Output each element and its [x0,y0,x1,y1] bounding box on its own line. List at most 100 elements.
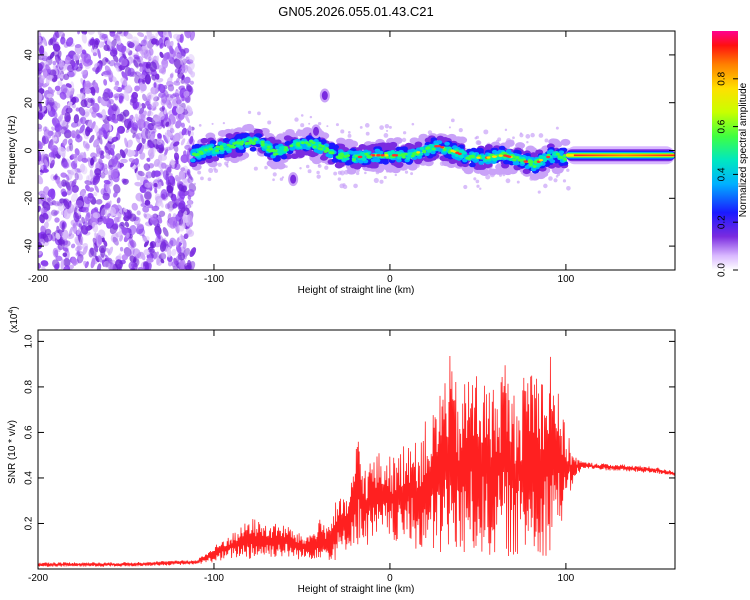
noise-blob [120,58,128,67]
snr-x-tick-label: -100 [204,573,224,584]
ridge-blob [542,158,547,163]
noise-blob [164,132,170,143]
noise-blob [183,96,189,102]
ridge-blob [548,149,554,154]
noise-blob [64,56,71,65]
spectrogram-x-tick-label: -100 [204,274,224,285]
scatter-dot [383,175,387,179]
noise-blob [180,167,186,172]
noise-blob [147,141,154,149]
ridge-blob [296,143,301,147]
noise-blob [54,173,58,180]
noise-blob [153,158,160,167]
ridge-blob [190,158,196,163]
noise-blob [136,210,141,216]
noise-blob [83,53,92,64]
noise-blob [143,120,151,131]
noise-blob [180,64,187,70]
ridge-blob [225,133,234,139]
noise-blob [150,214,157,221]
noise-blob [113,216,120,223]
noise-blob [66,186,73,196]
noise-blob [74,148,80,156]
ridge-blob [502,168,513,176]
noise-blob [54,217,60,223]
noise-blob [138,82,147,92]
noise-blob [144,264,149,270]
ridge-blob [215,145,220,149]
ridge-blob [360,151,365,156]
ridge-blob [374,148,381,153]
noise-blob [156,138,163,146]
noise-blob [183,76,191,84]
ridge-blob [255,133,263,139]
noise-blob [43,221,49,229]
noise-blob [89,134,95,144]
noise-blob [72,223,78,235]
snr-x-label: Height of straight line (km) [298,584,415,595]
noise-blob [131,263,135,268]
snr-multiplier-close: ) [9,306,20,309]
ridge-blob [229,145,234,149]
ridge-blob [361,157,367,161]
noise-blob [186,200,193,209]
noise-blob [51,108,58,118]
noise-blob [38,174,44,185]
ridge-blob [244,123,255,131]
noise-blob [180,78,186,84]
scatter-dot [339,170,345,176]
noise-blob [51,126,55,131]
scatter-dot [383,133,389,138]
noise-blob [112,76,117,83]
scatter-dot [335,123,339,127]
noise-blob [178,260,185,270]
scatter-dot [247,110,252,115]
noise-blob [109,114,117,123]
noise-blob [80,116,87,125]
snr-multiplier-base: (x10 [9,313,20,333]
ridge-blob [208,147,213,151]
scatter-dot [224,161,229,166]
scatter-dot [294,117,299,122]
noise-blob [145,171,153,179]
island-core [321,91,328,101]
scatter-dot [272,178,275,182]
scatter-dot [279,177,284,181]
noise-blob [49,159,55,169]
noise-blob [104,217,113,224]
snr-series-line [38,355,675,568]
noise-blob [39,45,45,56]
noise-blob [64,112,71,123]
noise-blob [167,166,171,172]
scatter-dot [316,170,320,175]
ridge-blob [477,147,484,153]
noise-blob [75,245,83,252]
scatter-dot [525,134,531,139]
noise-blob [38,140,43,150]
noise-blob [48,152,55,158]
ridge-blob [235,144,241,148]
svg-text:(x104): (x104) [8,306,20,333]
noise-blob [120,158,128,164]
noise-blob [103,44,110,51]
noise-blob [132,97,138,104]
noise-blob [62,252,68,257]
noise-blob [44,228,52,235]
noise-blob [180,48,186,57]
noise-blob [79,92,85,101]
noise-blob [124,137,129,148]
noise-blob [155,32,159,37]
noise-blob [103,78,108,86]
ridge-blob [529,160,534,164]
noise-blob [175,222,180,234]
noise-blob [49,156,55,164]
noise-blob [110,105,117,112]
ridge-blob [349,150,355,155]
scatter-dot [308,122,311,125]
scatter-dot [342,183,346,187]
ridge-peak [440,146,445,149]
ridge-blob [304,141,309,145]
noise-blob [160,238,166,249]
noise-blob [187,176,194,184]
noise-blob [63,73,70,81]
